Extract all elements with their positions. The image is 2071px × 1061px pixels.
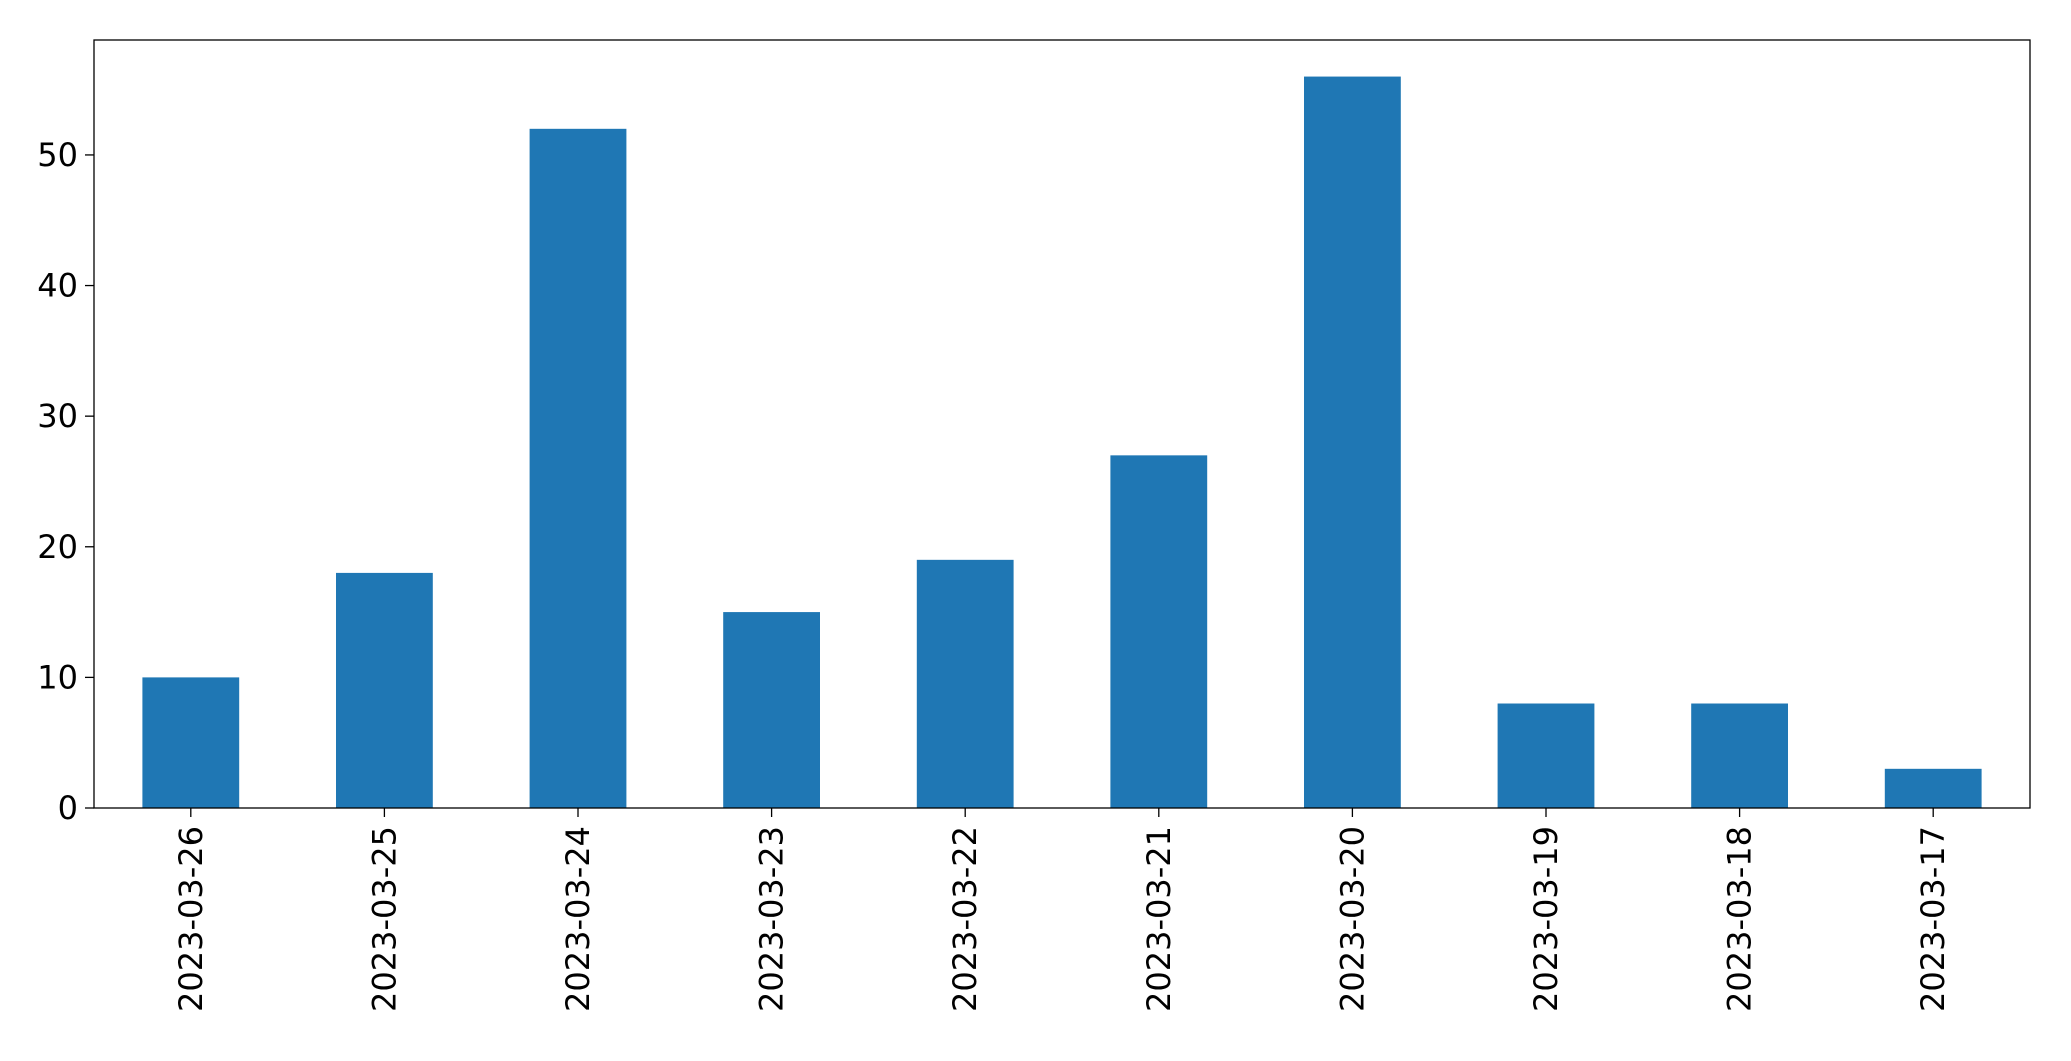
bar bbox=[916, 559, 1014, 808]
bar bbox=[529, 128, 627, 808]
x-tick-label: 2023-03-22 bbox=[946, 826, 984, 1012]
x-tick-label: 2023-03-21 bbox=[1140, 826, 1178, 1012]
y-tick-label: 10 bbox=[37, 658, 78, 696]
x-tick-label: 2023-03-23 bbox=[753, 826, 791, 1012]
y-tick-label: 40 bbox=[37, 267, 78, 305]
x-tick-label: 2023-03-20 bbox=[1333, 826, 1371, 1012]
bar bbox=[1304, 76, 1401, 809]
y-tick-label: 50 bbox=[37, 136, 78, 174]
x-tick-label: 2023-03-26 bbox=[172, 826, 210, 1012]
y-tick-label: 20 bbox=[37, 528, 78, 566]
bar bbox=[336, 572, 433, 808]
x-tick-label: 2023-03-18 bbox=[1721, 826, 1759, 1012]
bar bbox=[723, 612, 820, 808]
y-tick-label: 0 bbox=[58, 789, 78, 827]
bar bbox=[1691, 703, 1788, 808]
x-tick-label: 2023-03-17 bbox=[1914, 826, 1952, 1012]
bar bbox=[142, 677, 240, 808]
x-tick-label: 2023-03-25 bbox=[365, 826, 403, 1012]
bar bbox=[1110, 455, 1208, 808]
bar bbox=[1497, 703, 1595, 808]
bar bbox=[1884, 768, 1982, 808]
plot-frame bbox=[93, 39, 2031, 809]
x-tick-label: 2023-03-19 bbox=[1527, 826, 1565, 1012]
x-tick-label: 2023-03-24 bbox=[559, 826, 597, 1012]
y-tick-label: 30 bbox=[37, 397, 78, 435]
